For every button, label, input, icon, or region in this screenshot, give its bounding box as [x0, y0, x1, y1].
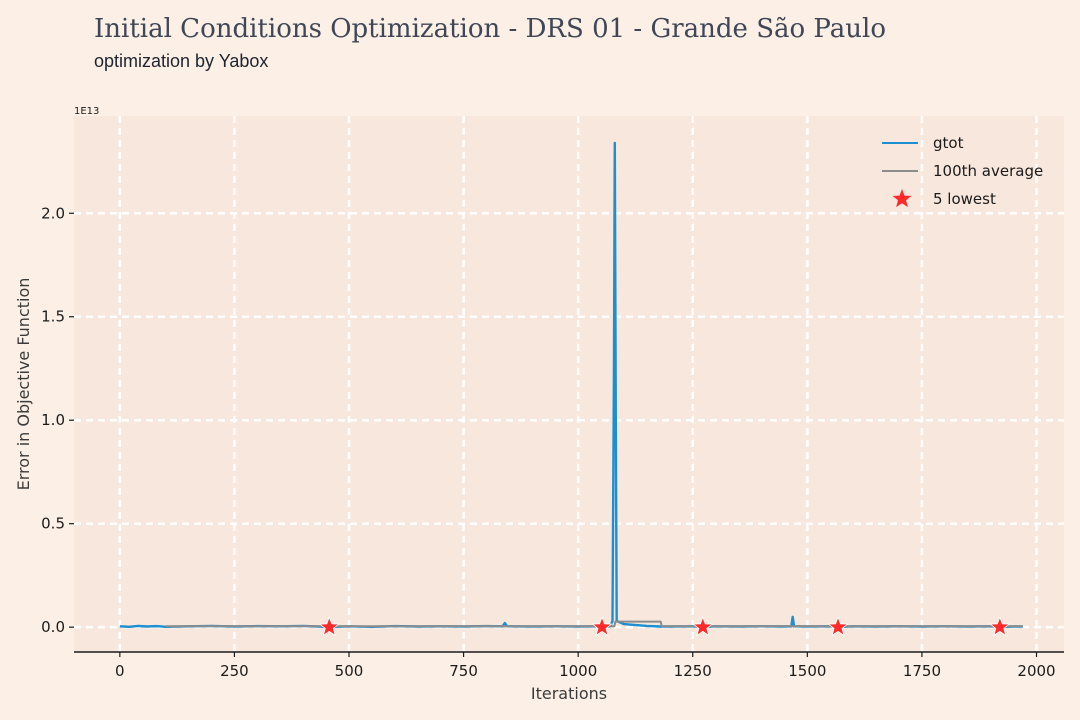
legend: gtot 100th average 5 lowest — [882, 134, 1043, 208]
legend-label: 100th average — [933, 162, 1043, 180]
x-tick-label: 500 — [335, 662, 364, 680]
y-tick-label: 2.0 — [41, 204, 65, 222]
y-tick-label: 1.5 — [41, 308, 65, 326]
lowest-point-star — [692, 616, 714, 637]
lowest-point-star — [827, 616, 849, 637]
plot-area — [74, 116, 1064, 652]
y-tick-label: 0.5 — [41, 515, 65, 533]
x-tick-label: 1500 — [788, 662, 826, 680]
chart-subtitle: optimization by Yabox — [94, 51, 269, 71]
legend-swatch-lowest — [892, 189, 912, 208]
x-tick-label: 2000 — [1017, 662, 1055, 680]
legend-label: 5 lowest — [933, 190, 996, 208]
chart-title: Initial Conditions Optimization - DRS 01… — [94, 14, 886, 44]
x-tick-label: 1000 — [559, 662, 597, 680]
axes: 0 250 500 750 1000 1250 1500 1750 2000 0.0 0.5 1.0 1… — [14, 106, 1064, 703]
x-axis-label: Iterations — [531, 684, 607, 703]
x-tick-label: 250 — [220, 662, 249, 680]
y-tick-label: 1.0 — [41, 411, 65, 429]
x-tick-label: 0 — [115, 662, 125, 680]
x-tick-label: 750 — [449, 662, 478, 680]
y-axis-label: Error in Objective Function — [14, 278, 33, 491]
series-layer — [119, 141, 1023, 637]
legend-label: gtot — [933, 134, 964, 152]
lowest-point-star — [989, 616, 1011, 637]
lowest-point-star — [591, 616, 613, 637]
y-offset-label: 1E13 — [74, 106, 99, 117]
lowest-point-star — [318, 616, 340, 637]
y-tick-label: 0.0 — [41, 618, 65, 636]
x-tick-label: 1250 — [674, 662, 712, 680]
x-tick-label: 1750 — [903, 662, 941, 680]
